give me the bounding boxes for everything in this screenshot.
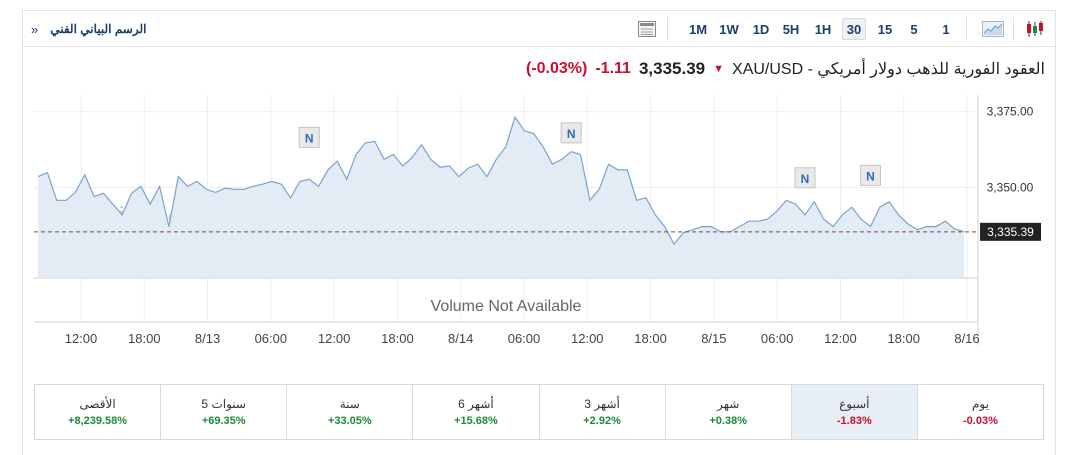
toolbar-divider xyxy=(966,17,967,41)
arrow-down-icon: ▼ xyxy=(713,63,725,75)
toolbar-divider xyxy=(667,17,668,41)
performance-cell[interactable]: شهر +0.38% xyxy=(664,385,791,439)
performance-period: يوم xyxy=(971,397,989,411)
x-tick-label: 12:00 xyxy=(65,331,98,346)
performance-period: 3 أشهر xyxy=(584,397,620,411)
change-value: -1.11 xyxy=(595,60,631,77)
performance-value: +8,239.58% xyxy=(68,415,128,427)
change-percent: (-0.03%) xyxy=(525,60,588,77)
performance-value: +33.05% xyxy=(327,415,372,427)
timeframe-1w[interactable]: 1W xyxy=(719,21,739,37)
x-tick-label: 18:00 xyxy=(381,331,414,346)
performance-cell[interactable]: سنة +33.05% xyxy=(286,385,412,439)
news-marker-box xyxy=(560,122,582,144)
toolbar-divider xyxy=(1013,17,1014,41)
performance-cell[interactable]: 3 أشهر +2.92% xyxy=(538,385,665,439)
news-marker-label: N xyxy=(866,169,875,183)
x-tick-label: 18:00 xyxy=(634,331,667,346)
area-chart-icon[interactable] xyxy=(981,18,1005,40)
news-marker-box xyxy=(794,167,816,189)
news-marker-label: N xyxy=(305,131,314,145)
chart-toolbar: » الرسم البياني الفني 1M 1W 1D 5H 1H 30 … xyxy=(23,11,1055,47)
y-tick-label: 3,350.00 xyxy=(987,181,1034,195)
x-tick-label: 8/16 xyxy=(954,331,979,346)
volume-not-available: Volume Not Available xyxy=(431,298,582,315)
instrument-title: (-0.03%) -1.11 3,335.39 ▼ XAU/USD - العق… xyxy=(526,58,1045,80)
news-marker[interactable]: N xyxy=(859,164,881,186)
performance-value: +69.35% xyxy=(201,415,246,427)
performance-period: الأقصى xyxy=(79,397,116,411)
performance-period: شهر xyxy=(717,397,740,411)
performance-table: يوم -0.03% أسبوع -1.83% شهر +0.38% 3 أشهر +2.92… xyxy=(34,384,1044,440)
x-tick-label: 8/15 xyxy=(701,331,726,346)
y-axis: 3,375.00 3,350.00 3,335.39 xyxy=(980,105,1041,241)
last-price-label: 3,335.39 xyxy=(987,225,1034,239)
x-tick-label: 12:00 xyxy=(824,331,857,346)
last-price: 3,335.39 xyxy=(638,59,706,78)
x-axis: 12:00 18:00 8/13 06:00 12:00 18:00 8/14 06:00 12… xyxy=(65,331,980,346)
last-price-tag xyxy=(980,222,1041,241)
performance-period: سنة xyxy=(339,397,360,411)
performance-value: +2.92% xyxy=(583,415,621,427)
performance-cell[interactable]: يوم -0.03% xyxy=(916,385,1043,439)
performance-cell[interactable]: الأقصى +8,239.58% xyxy=(35,385,160,439)
performance-period: 5 سنوات xyxy=(201,397,246,411)
performance-cell[interactable]: أسبوع -1.83% xyxy=(790,385,917,439)
x-tick-label: 06:00 xyxy=(761,331,794,346)
news-marker[interactable]: N xyxy=(560,122,582,144)
technical-chart-link[interactable]: » الرسم البياني الفني xyxy=(23,11,173,47)
news-marker[interactable]: N xyxy=(298,126,320,148)
candlestick-icon[interactable] xyxy=(1023,18,1047,40)
x-tick-label: 06:00 xyxy=(255,331,288,346)
timeframe-15[interactable]: 15 xyxy=(877,21,893,37)
timeframe-1h[interactable]: 1H xyxy=(814,21,832,37)
news-marker-box xyxy=(298,126,320,148)
timeframe-1m[interactable]: 1M xyxy=(688,21,708,37)
timeframe-1[interactable]: 1 xyxy=(942,21,950,37)
x-tick-label: 18:00 xyxy=(887,331,920,346)
performance-value: -0.03% xyxy=(963,415,998,427)
chevron-right-icon: » xyxy=(31,21,39,37)
news-markers: N N N N xyxy=(298,122,881,189)
price-area xyxy=(38,117,964,277)
performance-value: +15.68% xyxy=(454,415,498,427)
x-tick-label: 12:00 xyxy=(571,331,604,346)
timeframe-30[interactable]: 30 xyxy=(842,18,866,40)
technical-chart-label: الرسم البياني الفني xyxy=(50,22,147,36)
timeframe-1d[interactable]: 1D xyxy=(752,21,770,37)
news-marker-box xyxy=(859,164,881,186)
x-tick-label: 06:00 xyxy=(508,331,541,346)
news-marker-label: N xyxy=(801,172,810,186)
performance-cell[interactable]: 5 سنوات +69.35% xyxy=(160,385,286,439)
x-tick-label: 12:00 xyxy=(318,331,351,346)
price-line xyxy=(37,115,965,246)
news-marker-label: N xyxy=(567,127,576,141)
x-tick-label: 8/13 xyxy=(195,331,220,346)
performance-period: أسبوع xyxy=(839,397,870,411)
x-tick-label: 18:00 xyxy=(128,331,161,346)
news-marker[interactable]: N xyxy=(794,167,816,189)
performance-cell[interactable]: 6 أشهر +15.68% xyxy=(412,385,538,439)
instrument-name: XAU/USD - العقود الفورية للذهب دولار أمر… xyxy=(732,61,1045,78)
timeframe-5h[interactable]: 5H xyxy=(782,21,800,37)
chart-settings-icon[interactable] xyxy=(635,18,659,40)
y-tick-label: 3,375.00 xyxy=(987,105,1034,119)
performance-value: +0.38% xyxy=(709,415,747,427)
x-tick-label: 8/14 xyxy=(448,331,473,346)
performance-value: -1.83% xyxy=(836,415,872,427)
performance-period: 6 أشهر xyxy=(458,397,494,411)
timeframe-5[interactable]: 5 xyxy=(910,21,918,37)
